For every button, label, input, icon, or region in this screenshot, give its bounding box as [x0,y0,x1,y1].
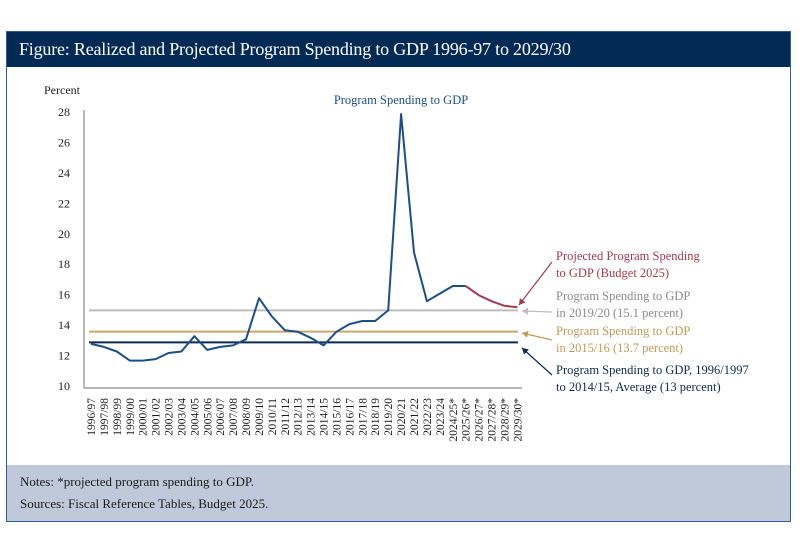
annotation-label: Program Spending to GDP [556,289,690,303]
notes-text: Notes: *projected program spending to GD… [20,474,254,489]
x-tick-label: 2023/24 [435,398,447,436]
annotation-arrow [518,261,553,306]
x-tick-label: 2027/28* [487,398,499,442]
figure-frame: Figure: Realized and Projected Program S… [6,31,791,522]
figure-title: Figure: Realized and Projected Program S… [7,32,790,67]
y-tick-label: 16 [58,288,70,302]
x-tick-label: 2012/13 [293,398,305,436]
x-tick-label: 2014/15 [319,398,331,436]
x-tick-label: 2004/05 [189,398,201,436]
annotation-label: to GDP (Budget 2025) [556,266,669,280]
x-tick-label: 2008/09 [241,398,253,436]
notes-box: Notes: *projected program spending to GD… [7,465,790,521]
series-line [90,113,466,362]
y-tick-label: 24 [58,166,70,180]
sources-text: Sources: Fiscal Reference Tables, Budget… [20,496,269,511]
chart-title: Program Spending to GDP [334,93,468,107]
annotation-label: Projected Program Spending [556,249,700,263]
y-tick-label: 28 [58,105,70,119]
x-tick-label: 2024/25* [448,398,460,442]
x-tick-label: 2013/14 [306,398,318,436]
x-tick-label: 2029/30* [512,398,524,442]
x-tick-label: 2000/01 [138,398,150,436]
x-tick-label: 2025/26* [461,398,473,442]
x-tick-label: 2006/07 [215,398,227,436]
annotation-label: Program Spending to GDP [556,324,690,338]
y-tick-label: 12 [58,349,70,363]
x-tick-label: 2010/11 [267,398,279,436]
x-tick-label: 2018/19 [370,398,382,436]
x-tick-label: 2015/16 [331,398,343,436]
arrowhead-icon [522,331,529,338]
annotation-label: in 2019/20 (15.1 percent) [556,306,683,320]
x-tick-label: 1997/98 [99,398,111,436]
x-tick-label: 2020/21 [396,398,408,436]
x-tick-label: 1996/97 [86,398,98,436]
annotation-label: Program Spending to GDP, 1996/1997 [556,363,749,377]
y-tick-label: 14 [58,318,70,332]
x-tick-label: 1998/99 [112,398,124,436]
y-tick-label: 22 [58,196,70,210]
x-tick-label: 2001/02 [151,398,163,436]
x-tick-label: 2026/27* [474,398,486,442]
y-axis-label: Percent [44,83,81,97]
x-tick-label: 2022/23 [422,398,434,436]
y-tick-label: 10 [58,379,70,393]
y-tick-label: 20 [58,227,70,241]
x-tick-label: 2019/20 [383,398,395,436]
y-tick-label: 26 [58,135,70,149]
x-tick-label: 2016/17 [344,398,356,436]
x-tick-label: 2003/04 [176,398,188,436]
x-tick-label: 2011/12 [280,398,292,436]
x-tick-label: 2005/06 [202,398,214,436]
annotation-label: to 2014/15, Average (13 percent) [556,380,721,394]
arrowhead-icon [519,298,526,305]
arrowhead-icon [522,348,529,355]
x-tick-label: 2028/29* [499,398,511,442]
x-tick-label: 2002/03 [164,398,176,436]
annotation-arrow [521,347,553,376]
x-tick-label: 2007/08 [228,398,240,436]
series-line [465,285,518,309]
x-tick-label: 2009/10 [254,398,266,436]
arrowhead-icon [522,307,529,315]
x-tick-label: 2021/22 [409,398,421,436]
y-tick-label: 18 [58,257,70,271]
annotation-label: in 2015/16 (13.7 percent) [556,341,683,355]
x-tick-label: 1999/00 [125,398,137,436]
x-tick-label: 2017/18 [357,398,369,436]
